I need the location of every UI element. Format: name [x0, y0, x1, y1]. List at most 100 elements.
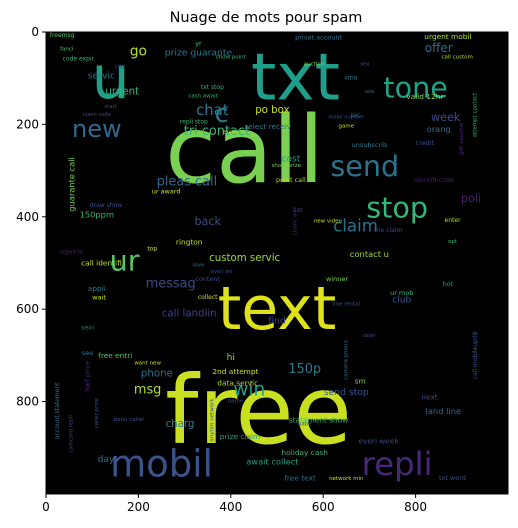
word-point-call: point call	[276, 176, 306, 184]
word-messag: messag	[146, 276, 196, 291]
word-ur-mob: ur mob	[390, 289, 413, 297]
word-free-text: free text	[284, 473, 316, 482]
word-unsubscrib: unsubscrib	[352, 141, 387, 149]
word-auction: auction	[304, 61, 325, 67]
word-caller-prize: caller prize	[94, 397, 100, 428]
word-top: top	[147, 246, 157, 253]
word-chanc-win: chanc win	[292, 207, 298, 235]
word-camera-phone: camera phone	[343, 340, 349, 380]
y-tick-label: 600	[16, 302, 39, 316]
word-everi-wk: everi wk	[211, 269, 233, 275]
word-new-video: new video	[314, 218, 343, 224]
word-enter: enter	[445, 217, 462, 224]
word-call-landlin: call landlin	[162, 308, 217, 319]
word-prize-claim: prize claim	[220, 432, 260, 441]
word-send: send	[330, 149, 399, 183]
word-orang: orang	[427, 124, 451, 134]
word-hi: hi	[227, 352, 235, 363]
word-free-entri: free entri	[98, 351, 132, 360]
word-draw-show: draw show	[90, 202, 122, 209]
chart-title: Nuage de mots pour spam	[170, 10, 363, 26]
word-love: love	[193, 262, 205, 268]
y-tick-label: 800	[16, 395, 39, 409]
word-servic: servic	[88, 70, 115, 81]
word-code-expir: code expir	[63, 55, 95, 62]
word-repli-stop: repli stop	[180, 119, 208, 126]
word-mobil: mobil	[110, 442, 213, 485]
word-bonu-caller: bonu caller	[114, 417, 145, 423]
word-play: play	[115, 64, 126, 70]
x-tick-label: 0	[42, 500, 50, 514]
word-land-line: land line	[426, 406, 462, 416]
word-wait: wait	[92, 294, 106, 302]
word-call-mobileupd8: call mobileupd8	[472, 331, 479, 379]
word-poli: poli	[461, 192, 481, 205]
word-charg: charg	[166, 419, 195, 430]
word-call-custom: call custom	[441, 54, 472, 60]
word-urgent-tri: urgent tri	[59, 249, 83, 255]
word-150ppm: 150ppm	[80, 209, 114, 219]
word-freemsg: freemsg	[50, 32, 75, 39]
word-credit: credit	[416, 139, 435, 147]
word-new: new	[72, 115, 122, 143]
word-collect: collect	[198, 294, 218, 301]
word-hot: hot	[443, 280, 454, 288]
y-tick-label: 400	[16, 210, 39, 224]
word-data-servic: data servic	[217, 379, 258, 388]
word-half-price: half price	[84, 361, 92, 391]
word-show-prize: show prize	[271, 163, 301, 169]
word-start: start	[104, 104, 118, 110]
word-fanci: fanci	[60, 47, 74, 53]
word-opt: opt	[448, 239, 458, 245]
word-contact-u: contact u	[350, 249, 389, 259]
word-repli: repli	[362, 445, 433, 483]
word-txt-stop: txt stop	[201, 84, 224, 91]
word-phone: phone	[141, 368, 173, 379]
word-everi-week: everi week	[358, 436, 399, 445]
word-cash-await: cash await	[188, 94, 218, 100]
x-tick-label: 400	[219, 500, 242, 514]
word-150p: 150p	[288, 362, 321, 377]
x-tick-label: 200	[127, 500, 150, 514]
word-valid-12hr: valid 12hr	[406, 92, 444, 101]
word-identifi-code: identifi code	[414, 176, 454, 184]
word-use: use	[365, 89, 375, 95]
word-anytim-network: anytim network	[209, 398, 215, 442]
word-gift-voucher: gift voucher	[459, 121, 465, 155]
word-claim-code: claim code	[83, 112, 111, 118]
word-custom-servic: custom servic	[209, 253, 280, 264]
word-winner: winner	[326, 275, 348, 283]
word-select-receiv: select receiv	[244, 122, 291, 131]
word-yr: yr	[195, 40, 202, 48]
word-privat-account: privat account	[295, 34, 342, 42]
word-ur-award: ur award	[152, 187, 181, 195]
word-line-rental: line rental	[332, 302, 360, 308]
word-line-claim: line claim	[373, 227, 402, 234]
y-tick-label: 0	[31, 25, 39, 39]
word-send-stop: send stop	[324, 387, 369, 398]
word-mobil-number: mobil number	[328, 114, 365, 120]
word-enjoy: enjoy	[223, 130, 239, 136]
word-account-statement: account statement	[54, 382, 61, 439]
word-name: name	[228, 399, 244, 405]
word-see: see	[82, 349, 93, 357]
word-week: week	[431, 111, 461, 124]
word-urgent: urgent	[105, 87, 139, 98]
word-next: next	[421, 392, 437, 401]
word-network-min: network min	[329, 476, 364, 482]
word-po-box: po box	[255, 105, 289, 116]
word-rington: rington	[176, 238, 203, 247]
word-xma: xma	[344, 75, 357, 82]
word-text: text	[218, 274, 337, 344]
word-back: back	[195, 215, 222, 228]
word-chat: chat	[196, 102, 229, 119]
word-tri-contact: tri contact	[184, 124, 250, 139]
word-find: find	[268, 315, 285, 326]
word-camcord-repli: camcord repli	[68, 415, 74, 453]
word-guarante-call: guarante call	[66, 157, 76, 212]
word-msg: msg	[134, 383, 161, 398]
y-tick-label: 200	[16, 117, 39, 131]
word-show-point: show point	[216, 54, 247, 60]
